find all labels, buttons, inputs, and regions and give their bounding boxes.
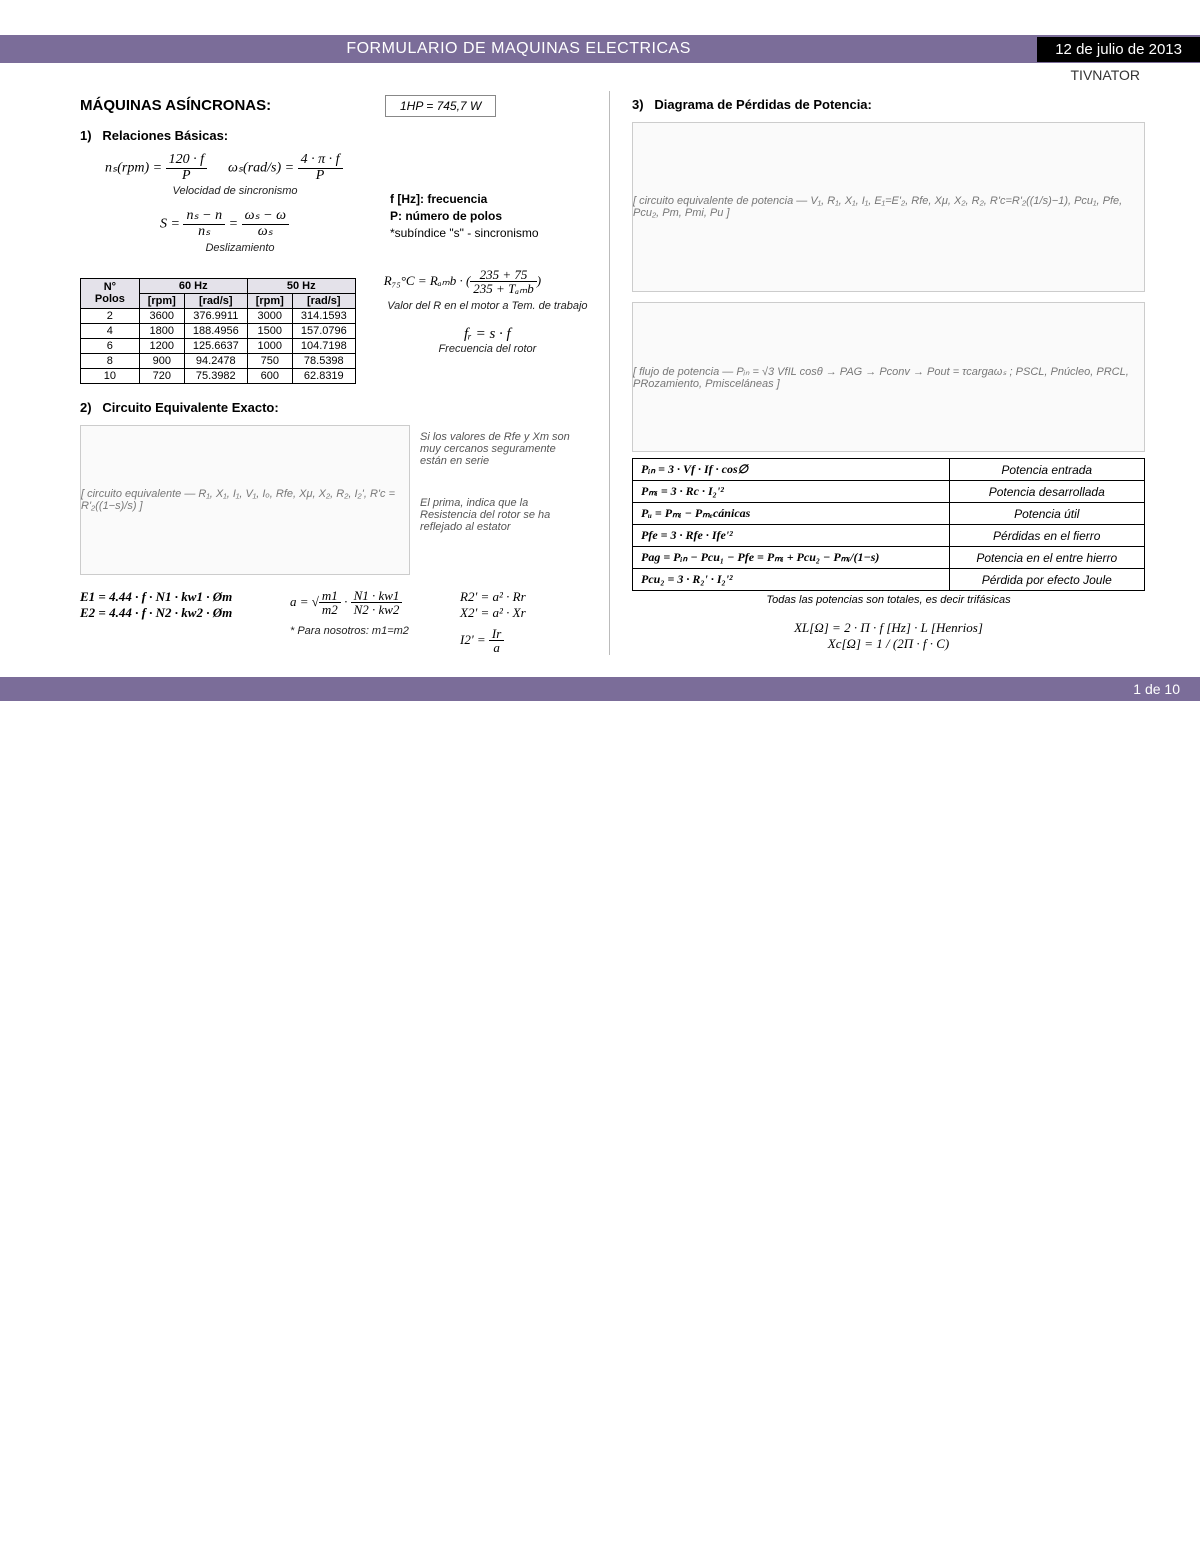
th-50hz: 50 Hz — [247, 278, 355, 293]
table-row: Pᵢₙ = 3 · Vf · If · cos∅Potencia entrada — [633, 459, 1145, 481]
power-flow-diagram: [ flujo de potencia — Pᵢₙ = √3 VfIL cosθ… — [632, 302, 1145, 452]
subsection-1: 1) Relaciones Básicas: — [80, 128, 591, 143]
table-row: Pfe = 3 · Rfe · Ife'²Pérdidas en el fier… — [633, 525, 1145, 547]
eq-X2p: X2' = a² · Xr — [460, 605, 580, 621]
table-row: Pcu₂ = 3 · R₂' · I₂'²Pérdida por efecto … — [633, 569, 1145, 591]
eq-slip: S = nₛ − nnₛ = ωₛ − ωωₛ — [160, 209, 390, 239]
poles-table: N° Polos 60 Hz 50 Hz [rpm] [rad/s] [rpm]… — [80, 278, 356, 384]
eq-E2: E2 = 4.44 · f · N2 · kw2 · Øm — [80, 605, 290, 621]
table-row: Pᵤ = Pₘᵢ − PₘₑcánicasPotencia útil — [633, 503, 1145, 525]
eq-ns: nₛ(rpm) = 120 · fP ωₛ(rad/s) = 4 · π · f… — [105, 153, 390, 183]
vs-caption: Velocidad de sincronismo — [105, 185, 365, 197]
eq-r75: R₇₅°C = Rₐₘb · (235 + 75235 + Tₐₘb) — [384, 268, 591, 296]
ckt-note-1: Si los valores de Rfe y Xm son muy cerca… — [420, 431, 575, 467]
power-circuit-diagram: [ circuito equivalente de potencia — V₁,… — [632, 122, 1145, 292]
eq-fr: fᵣ = s · f — [384, 326, 591, 343]
a-note: * Para nosotros: m1=m2 — [290, 625, 460, 637]
doc-title: FORMULARIO DE MAQUINAS ELECTRICAS — [0, 40, 1037, 58]
content-columns: MÁQUINAS ASÍNCRONAS: 1HP = 745,7 W 1) Re… — [0, 83, 1200, 673]
header-banner: FORMULARIO DE MAQUINAS ELECTRICAS 12 de … — [0, 35, 1200, 63]
brand-label: TIVNATOR — [0, 63, 1200, 83]
eq-R2p: R2' = a² · Rr — [460, 589, 580, 605]
eq-XC: Xc[Ω] = 1 / (2Π · f · C) — [632, 636, 1145, 652]
th-poles: N° Polos — [81, 278, 140, 308]
sub1-name: Relaciones Básicas: — [102, 128, 228, 143]
power-footnote: Todas las potencias son totales, es deci… — [632, 594, 1145, 606]
table-row: 890094.247875078.5398 — [81, 353, 356, 368]
fr-caption: Frecuencia del rotor — [384, 343, 591, 355]
table-row: 61200125.66371000104.7198 — [81, 338, 356, 353]
right-column: 3) Diagrama de Pérdidas de Potencia: [ c… — [610, 91, 1145, 655]
table-row: Pₘᵢ = 3 · Rc · I₂'²Potencia desarrollada — [633, 481, 1145, 503]
ckt-note-2: El prima, indica que la Resistencia del … — [420, 497, 575, 533]
eq-E1: E1 = 4.44 · f · N1 · kw1 · Øm — [80, 589, 290, 605]
doc-date: 12 de julio de 2013 — [1037, 37, 1200, 62]
eq-XL: XL[Ω] = 2 · Π · f [Hz] · L [Henrios] — [632, 620, 1145, 636]
power-table: Pᵢₙ = 3 · Vf · If · cos∅Potencia entrada… — [632, 458, 1145, 591]
slip-caption: Deslizamiento — [140, 242, 340, 254]
table-row: Pag = Pᵢₙ − Pcu₁ − Pfe = Pₘᵢ + Pcu₂ − Pₘ… — [633, 547, 1145, 569]
table-row: 23600376.99113000314.1593 — [81, 308, 356, 323]
page: FORMULARIO DE MAQUINAS ELECTRICAS 12 de … — [0, 35, 1200, 701]
subsection-3: 3) Diagrama de Pérdidas de Potencia: — [632, 97, 1145, 112]
r75-caption: Valor del R en el motor a Tem. de trabaj… — [384, 300, 591, 312]
eq-I2p: I2' = Ira — [460, 627, 580, 655]
section-title-async: MÁQUINAS ASÍNCRONAS: — [80, 97, 591, 114]
table-row: 41800188.49561500157.0796 — [81, 323, 356, 338]
table-row: 1072075.398260062.8319 — [81, 368, 356, 383]
left-column: MÁQUINAS ASÍNCRONAS: 1HP = 745,7 W 1) Re… — [80, 91, 610, 655]
page-footer: 1 de 10 — [0, 677, 1200, 701]
equivalent-circuit-diagram: [ circuito equivalente — R₁, X₁, I₁, V₁,… — [80, 425, 410, 575]
sub1-num: 1) — [80, 128, 92, 143]
hp-box: 1HP = 745,7 W — [385, 95, 496, 117]
eq-a: a = √m1m2 · N1 · kw1N2 · kw2 — [290, 589, 460, 617]
subsection-2: 2) Circuito Equivalente Exacto: — [80, 400, 591, 415]
var-definitions: f [Hz]: frecuencia P: número de polos *s… — [390, 191, 539, 241]
th-60hz: 60 Hz — [139, 278, 247, 293]
